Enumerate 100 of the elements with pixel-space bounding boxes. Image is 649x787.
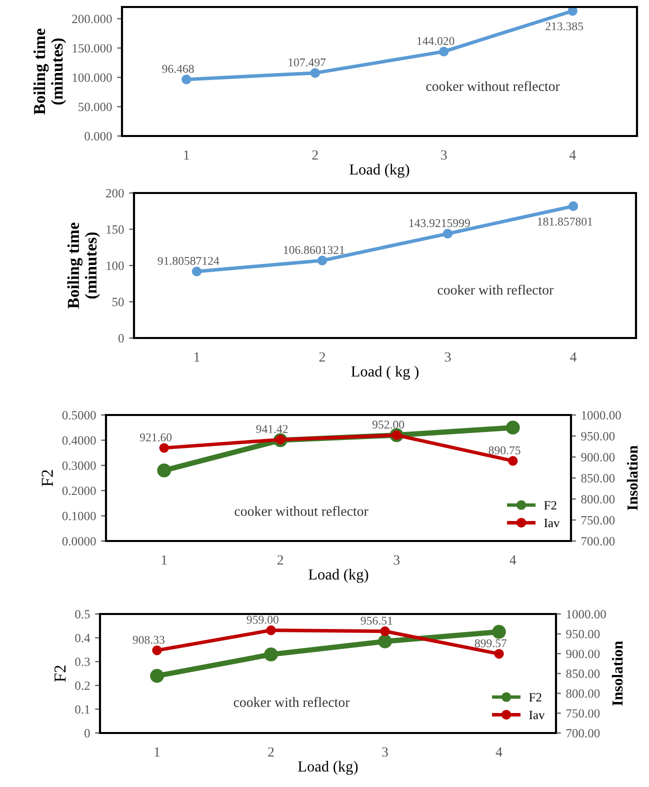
y-axis-title: F2 <box>42 470 53 486</box>
x-tick-label: 2 <box>319 352 325 362</box>
y-tick-label: 0.2000 <box>62 486 96 496</box>
y-tick-label: 100.000 <box>72 73 112 82</box>
y-axis-title: F2 <box>54 666 66 682</box>
point <box>310 68 320 78</box>
y-tick-label: 150.000 <box>72 44 112 53</box>
point <box>152 646 162 656</box>
y-tick-label: 50 <box>112 298 124 306</box>
y-tick-label: 100 <box>106 262 124 270</box>
x-tick-label: 1 <box>184 150 190 160</box>
data-label: 213.385 <box>546 22 584 30</box>
data-label: 143.9215999 <box>409 219 470 228</box>
y-tick-label: 0.4000 <box>62 436 96 445</box>
y2-tick-label: 950.00 <box>566 630 600 638</box>
legend-label: F2 <box>544 501 556 510</box>
point <box>266 625 276 636</box>
x-axis-title: Load ( kg ) <box>351 366 418 380</box>
data-label: 181.857801 <box>538 218 592 226</box>
x-tick-label: 4 <box>569 150 576 160</box>
data-label: 91.80587124 <box>158 256 220 265</box>
x-axis-title: Load (kg) <box>298 760 358 775</box>
point <box>494 648 504 659</box>
y2-tick-label: 1000.00 <box>582 411 621 420</box>
x-tick-label: 4 <box>510 555 516 565</box>
point <box>264 648 278 662</box>
data-label: 890.75 <box>488 446 520 454</box>
legend-label: F2 <box>529 693 542 702</box>
x-tick-label: 1 <box>162 555 167 565</box>
y-tick-label: 200.000 <box>72 14 112 24</box>
y2-tick-label: 800.00 <box>566 689 600 698</box>
x-tick-label: 1 <box>194 352 200 362</box>
x-tick-label: 3 <box>441 150 447 160</box>
y2-tick-label: 1000.00 <box>566 610 606 619</box>
data-label: 952.00 <box>372 420 404 429</box>
y-tick-label: 0 <box>84 729 90 738</box>
data-label: 908.33 <box>132 636 164 644</box>
point <box>157 463 172 478</box>
x-tick-label: 3 <box>444 352 451 362</box>
y-tick-label: 0.1 <box>75 705 90 714</box>
y2-tick-label: 750.00 <box>582 516 615 525</box>
y-tick-label: 0.000 <box>84 132 112 141</box>
x-axis-title: Load (kg) <box>308 568 368 583</box>
y-tick-label: 0.5000 <box>62 411 96 420</box>
y2-tick-label: 800.00 <box>581 495 615 504</box>
y-tick-label: 50.000 <box>78 102 112 112</box>
annotation: cooker without reflector <box>426 81 560 91</box>
data-label: 899.57 <box>474 639 507 648</box>
point <box>492 624 506 639</box>
legend-label: Iav <box>544 518 560 528</box>
data-label: 96.468 <box>162 64 194 73</box>
y2-tick-label: 700.00 <box>566 729 600 738</box>
y2-axis-title: Insolation <box>612 641 623 706</box>
annotation: cooker without reflector <box>234 506 368 516</box>
y2-tick-label: 850.00 <box>566 670 600 678</box>
y-tick-label: 200 <box>106 189 124 198</box>
point <box>378 634 392 648</box>
data-label: 941.42 <box>256 425 288 434</box>
y-tick-label: 150 <box>106 225 124 234</box>
x-tick-label: 4 <box>570 352 577 362</box>
point <box>506 420 520 435</box>
y-tick-label: 0.5 <box>75 610 90 619</box>
point <box>380 626 390 636</box>
y-tick-label: 0.3000 <box>62 461 96 470</box>
annotation: cooker with reflector <box>438 284 554 295</box>
y-axis-title: Boiling time (minutes) <box>33 28 66 115</box>
y-axis-title: Boiling time (minutes) <box>67 222 100 309</box>
x-axis-title: Load (kg) <box>350 164 410 178</box>
x-tick-label: 4 <box>496 747 502 757</box>
point <box>439 46 449 56</box>
x-tick-label: 3 <box>394 555 400 565</box>
y-tick-label: 0.3 <box>75 658 90 666</box>
point <box>150 668 164 683</box>
data-label: 959.00 <box>246 616 278 624</box>
y-tick-label: 0 <box>118 334 124 342</box>
point <box>182 74 192 84</box>
point <box>568 201 578 212</box>
y-tick-label: 0.0000 <box>62 537 96 546</box>
y2-tick-label: 850.00 <box>581 474 615 483</box>
y2-tick-label: 950.00 <box>581 432 615 441</box>
legend-label: Iav <box>529 710 545 720</box>
data-label: 144.020 <box>417 37 454 46</box>
point <box>508 456 518 466</box>
y-tick-label: 0.2 <box>75 681 90 690</box>
point <box>568 7 578 16</box>
annotation: cooker with reflector <box>234 697 350 707</box>
x-tick-label: 2 <box>312 150 318 160</box>
data-label: 956.51 <box>360 616 392 625</box>
data-label: 921.60 <box>140 433 172 442</box>
data-label: 107.497 <box>288 58 326 66</box>
y-tick-label: 0.4 <box>75 634 90 642</box>
y2-axis-title: Insolation <box>626 446 638 510</box>
y2-tick-label: 700.00 <box>582 537 615 546</box>
y2-tick-label: 900.00 <box>581 453 615 462</box>
y2-tick-label: 900.00 <box>566 650 600 658</box>
point <box>192 266 202 276</box>
x-tick-label: 2 <box>268 747 274 757</box>
point <box>317 256 328 266</box>
data-label: 106.8601321 <box>284 246 344 254</box>
x-tick-label: 1 <box>154 747 160 757</box>
